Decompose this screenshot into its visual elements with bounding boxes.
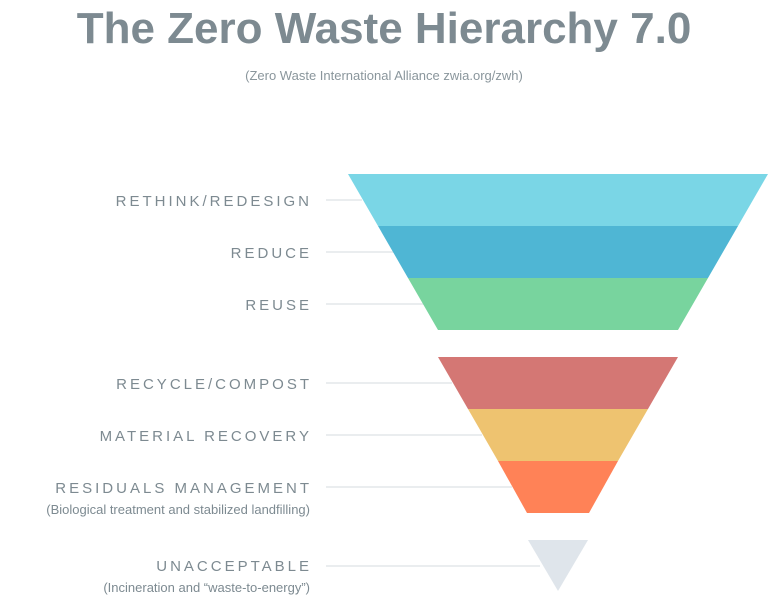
band-rethink-redesign — [348, 174, 768, 226]
band-reuse — [408, 278, 708, 330]
page-title: The Zero Waste Hierarchy 7.0 — [76, 4, 692, 53]
label-material-recovery: MATERIAL RECOVERY — [100, 428, 312, 445]
note-unacceptable: (Incineration and “waste-to-energy”) — [103, 580, 310, 595]
label-reuse: REUSE — [245, 297, 312, 314]
label-residuals-management: RESIDUALS MANAGEMENT — [55, 480, 312, 497]
page-subtitle: (Zero Waste International Alliance zwia.… — [245, 68, 523, 83]
label-unacceptable: UNACCEPTABLE — [156, 558, 312, 575]
note-residuals-management: (Biological treatment and stabilized lan… — [46, 502, 310, 517]
label-recycle-compost: RECYCLE/COMPOST — [116, 376, 312, 393]
band-recycle-compost — [438, 357, 678, 409]
band-residuals-management — [498, 461, 618, 513]
band-material-recovery — [468, 409, 648, 461]
band-unacceptable — [528, 540, 588, 591]
label-rethink-redesign: RETHINK/REDESIGN — [116, 193, 312, 210]
label-reduce: REDUCE — [231, 245, 312, 262]
band-reduce — [378, 226, 738, 278]
